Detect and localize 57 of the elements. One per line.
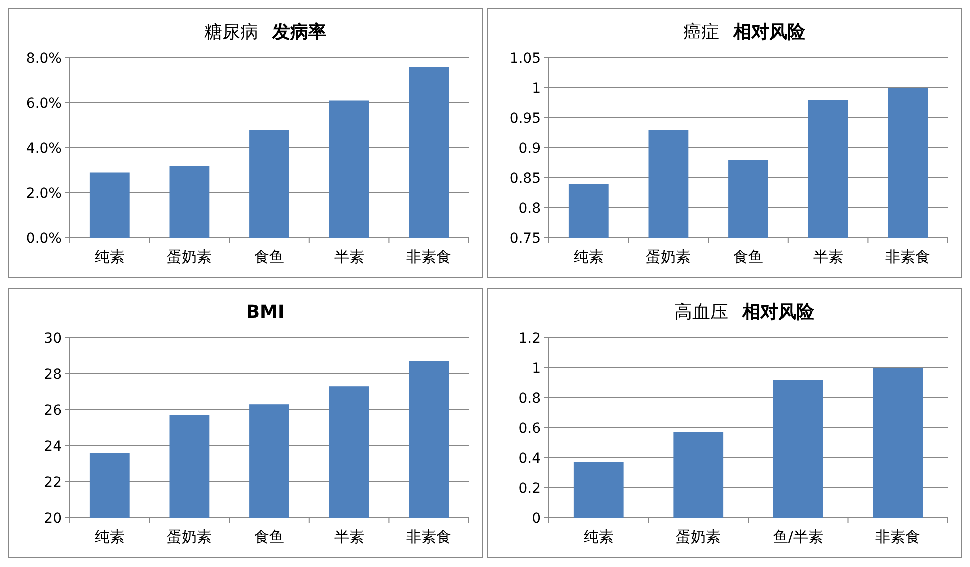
- x-tick-label: 非素食: [876, 528, 921, 546]
- y-tick-label: 0.8: [518, 200, 541, 217]
- y-tick-label: 2.0%: [26, 186, 62, 202]
- chart-title: 糖尿病 发病率: [204, 22, 326, 43]
- y-tick-label: 6.0%: [26, 96, 62, 112]
- x-tick-label: 半素: [334, 528, 364, 546]
- bar: [574, 462, 624, 518]
- chart-title: BMI: [246, 302, 285, 323]
- x-tick-label: 纯素: [94, 528, 125, 546]
- y-tick-label: 22: [44, 474, 62, 491]
- bar: [170, 166, 210, 238]
- y-tick-label: 0.4: [518, 450, 542, 467]
- bar: [409, 67, 450, 238]
- y-tick-label: 4.0%: [26, 140, 62, 157]
- y-tick-label: 20: [44, 510, 62, 527]
- bar: [773, 380, 824, 518]
- chart-title: 癌症 相对风险: [684, 22, 806, 43]
- y-tick-label: 1: [532, 80, 541, 97]
- y-tick-label: 0.9: [518, 140, 541, 157]
- x-tick-label: 食鱼: [734, 248, 764, 266]
- y-tick-label: 26: [44, 402, 62, 419]
- y-tick-label: 8.0%: [26, 50, 62, 67]
- x-tick-label: 纯素: [574, 248, 604, 266]
- x-tick-label: 纯素: [584, 528, 614, 546]
- x-tick-label: 食鱼: [254, 528, 284, 546]
- x-tick-label: 鱼/半素: [773, 528, 824, 546]
- x-tick-label: 蛋奶素: [676, 528, 722, 546]
- y-tick-label: 1.2: [518, 330, 541, 347]
- x-tick-label: 蛋奶素: [167, 248, 212, 266]
- y-tick-label: 0.0%: [26, 230, 62, 247]
- y-tick-label: 0.2: [518, 480, 541, 497]
- y-tick-label: 28: [44, 366, 62, 383]
- y-tick-label: 0.85: [510, 170, 541, 187]
- x-tick-label: 非素食: [886, 248, 931, 266]
- y-tick-label: 0.8: [518, 390, 541, 407]
- x-tick-label: 纯素: [94, 248, 125, 266]
- x-tick-label: 半素: [334, 248, 364, 266]
- y-tick-label: 0.95: [510, 110, 541, 127]
- y-tick-label: 0: [532, 510, 541, 527]
- bar: [90, 172, 130, 238]
- bar: [250, 130, 290, 238]
- bar: [329, 100, 370, 238]
- x-tick-label: 食鱼: [254, 248, 284, 266]
- y-tick-label: 0.6: [518, 420, 542, 437]
- x-tick-label: 蛋奶素: [167, 528, 212, 546]
- x-tick-label: 非素食: [406, 248, 452, 266]
- y-tick-label: 1: [532, 360, 541, 377]
- bar: [674, 432, 724, 518]
- y-tick-label: 30: [44, 330, 62, 347]
- x-tick-label: 非素食: [406, 528, 452, 546]
- y-tick-label: 1.05: [510, 50, 541, 67]
- bar: [873, 368, 924, 518]
- chart-title: 高血压 相对风险: [674, 302, 816, 323]
- x-tick-label: 半素: [813, 248, 844, 266]
- x-tick-label: 蛋奶素: [646, 248, 692, 266]
- y-tick-label: 0.75: [510, 230, 541, 247]
- y-tick-label: 24: [44, 438, 62, 455]
